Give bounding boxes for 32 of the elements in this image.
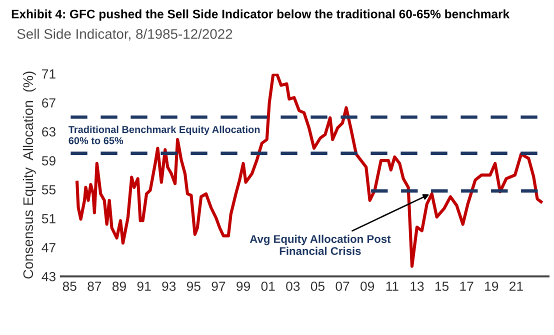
y-tick-label: 59 — [42, 156, 56, 166]
x-tick-label: 19 — [485, 282, 498, 291]
x-tick-label: 09 — [360, 282, 374, 291]
x-tick-label: 03 — [286, 282, 300, 291]
chart-title: Exhibit 4: GFC pushed the Sell Side Indicator below the traditional 60-65% benchmark — [12, 9, 510, 21]
x-tick-label: 91 — [137, 282, 151, 291]
x-tick-label: 15 — [435, 282, 449, 291]
y-tick-label: 47 — [42, 243, 56, 252]
annotation: Avg Equity Allocation Post Financial Crisis — [250, 234, 391, 255]
chart-subtitle: Sell Side Indicator, 8/1985-12/2022 — [17, 28, 232, 41]
x-tick-label: 07 — [336, 282, 350, 291]
y-tick-label: 51 — [42, 214, 56, 224]
y-tick-label: 43 — [42, 272, 56, 282]
x-tick-label: 85 — [62, 282, 76, 291]
x-tick-label: 87 — [88, 282, 102, 291]
x-tick-label: 93 — [162, 282, 176, 291]
x-tick-label: 99 — [236, 282, 250, 291]
x-tick-label: 21 — [510, 282, 523, 291]
x-tick-label: 97 — [212, 282, 226, 291]
x-tick-label: 11 — [386, 282, 398, 291]
x-tick-label: 01 — [261, 282, 275, 291]
y-tick-label: 71 — [42, 69, 56, 78]
y-tick-label: 55 — [42, 185, 56, 194]
y-axis-title: Consensus Equity Allocation (%) — [22, 72, 36, 279]
y-tick-label: 67 — [42, 98, 56, 108]
x-tick-label: 89 — [112, 282, 126, 291]
annotation: Traditional Benchmark Equity Allocation 60% to 65% — [68, 126, 260, 144]
y-tick-label: 63 — [42, 127, 56, 137]
x-tick-label: 95 — [186, 282, 200, 291]
x-tick-label: 13 — [410, 282, 424, 291]
x-tick-label: 17 — [460, 282, 474, 291]
x-tick-label: 05 — [310, 282, 325, 291]
